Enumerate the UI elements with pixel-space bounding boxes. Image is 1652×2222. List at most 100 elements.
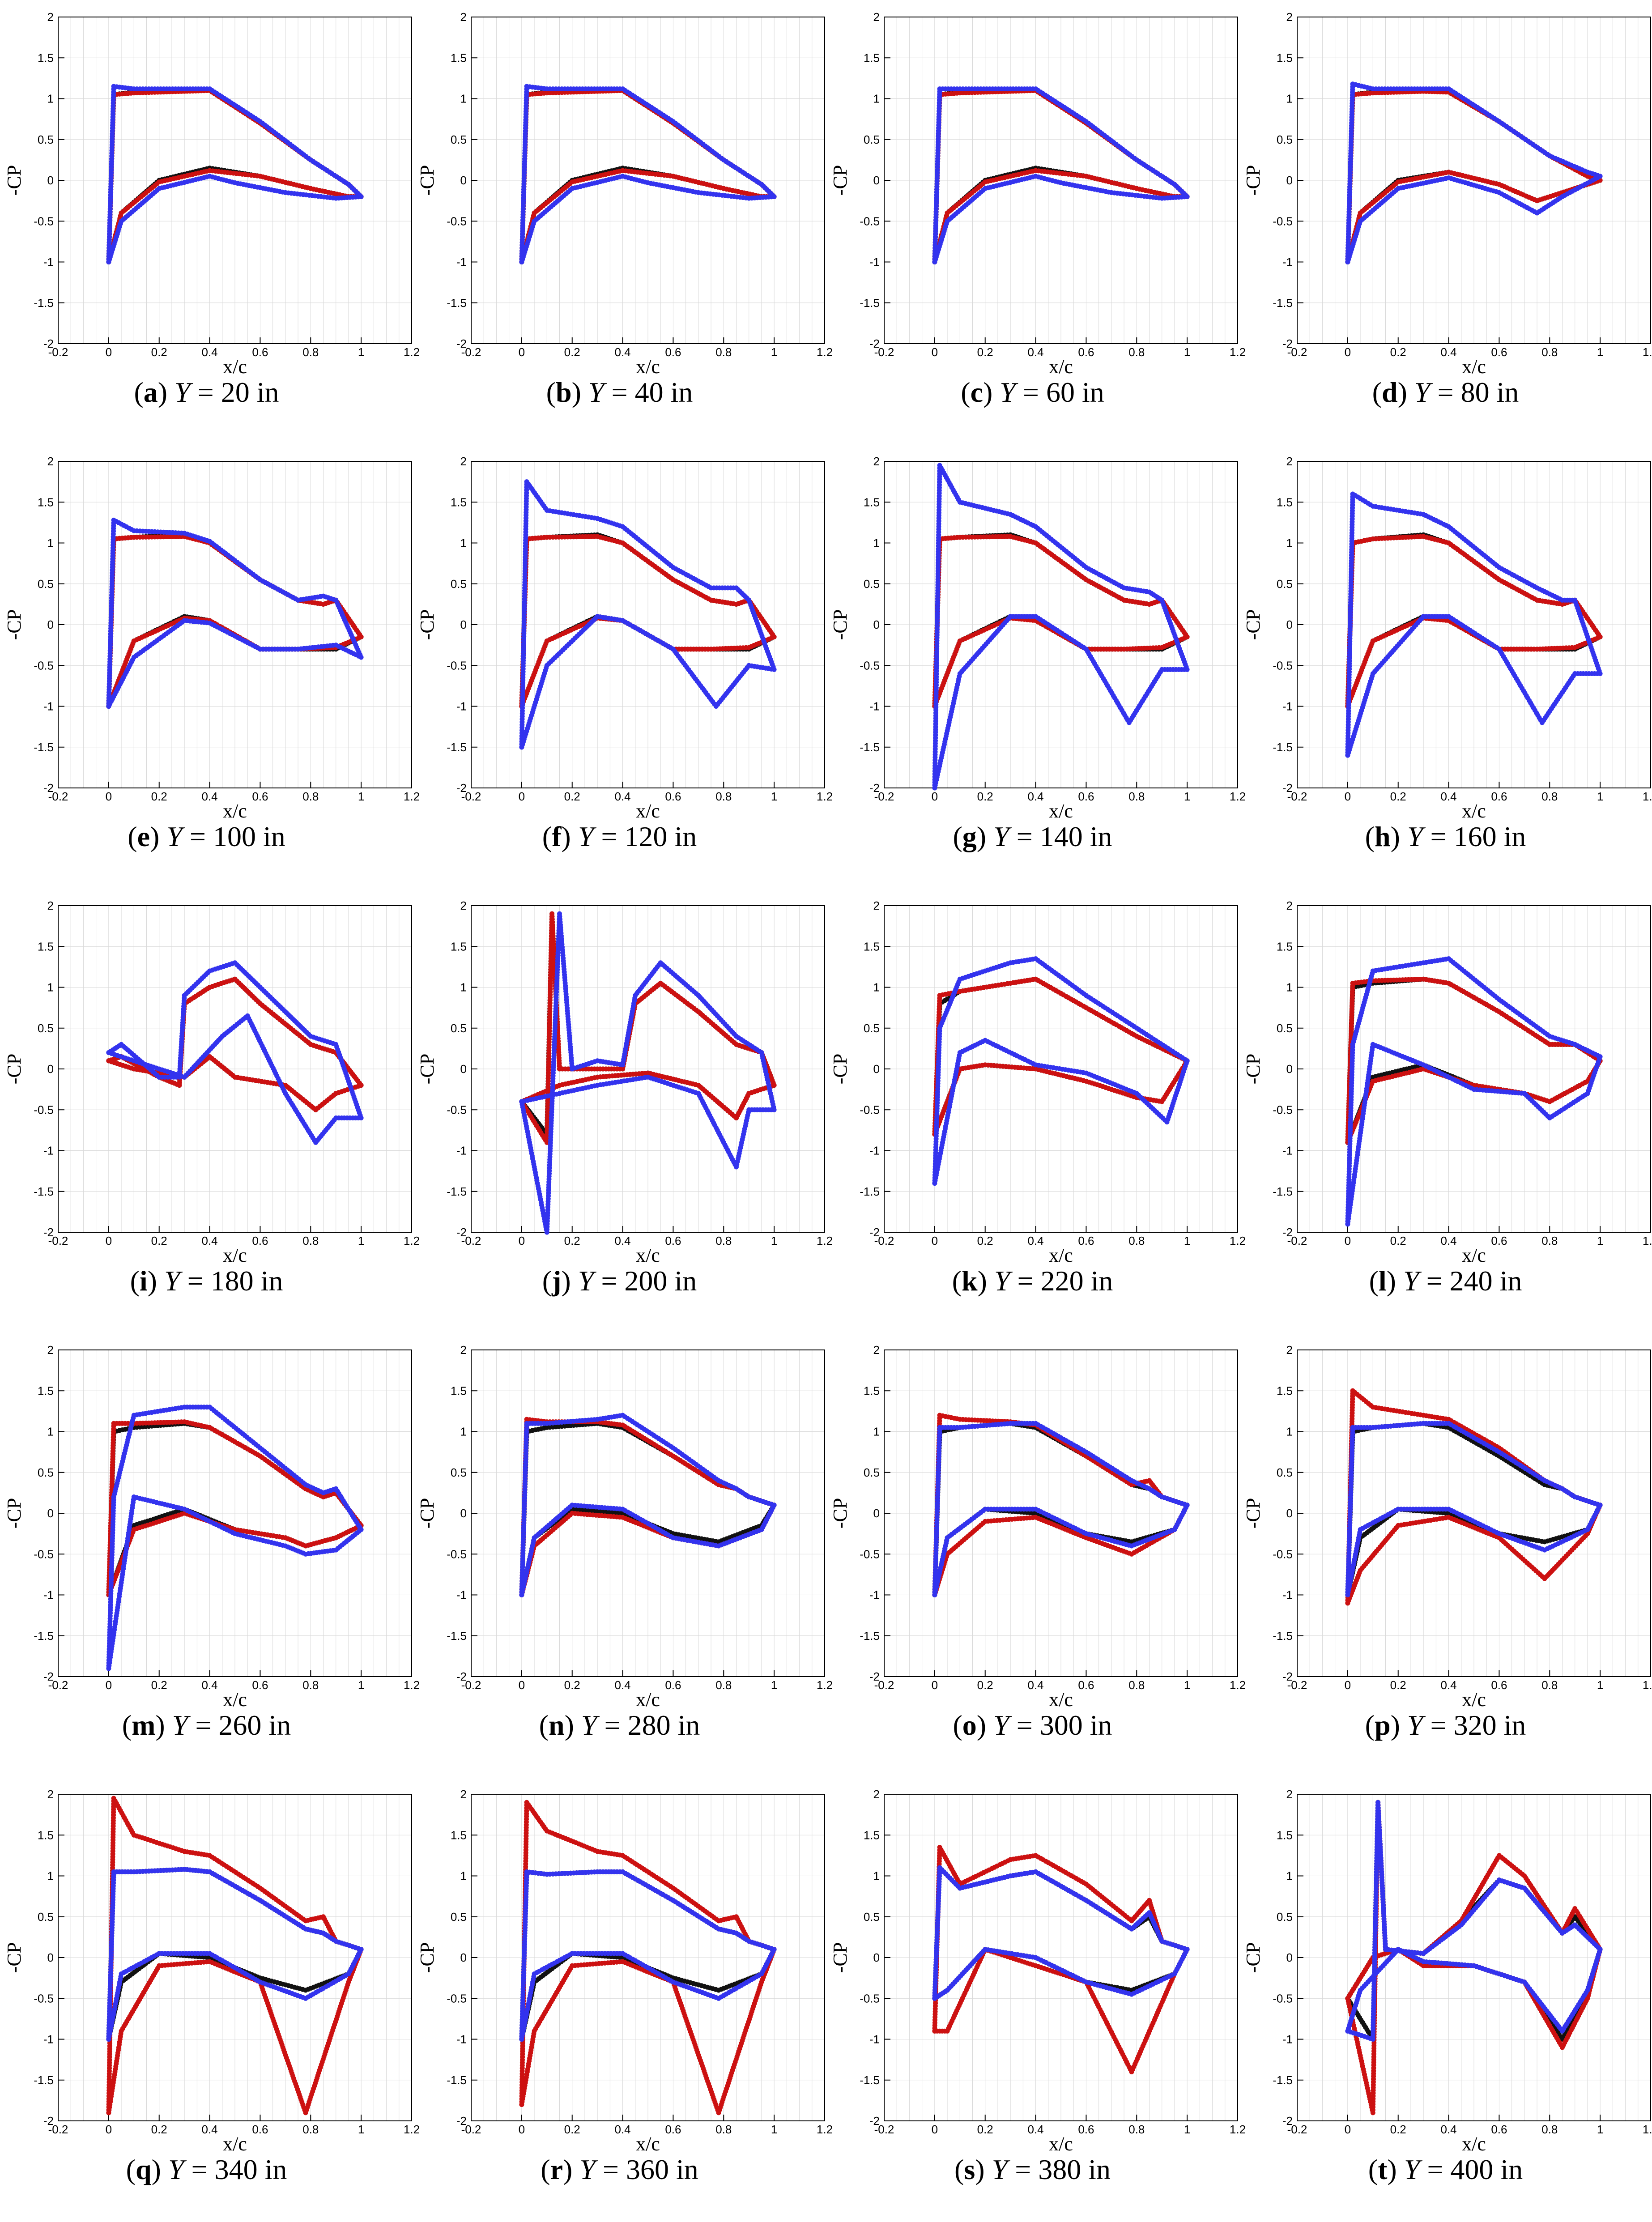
- y-tick-label: 0.5: [451, 577, 467, 591]
- caption-text: = 100 in: [182, 821, 285, 852]
- x-tick-label: 0: [106, 345, 112, 359]
- y-tick-label: -1.5: [34, 296, 54, 310]
- x-axis-label: x/c: [223, 800, 247, 822]
- y-tick-label: 1.5: [864, 51, 880, 64]
- x-tick-label: 0: [106, 790, 112, 803]
- caption-text: = 80 in: [1430, 376, 1519, 408]
- y-tick-label: -2: [456, 781, 467, 795]
- panel-caption: (d) Y = 80 in: [1239, 376, 1652, 409]
- y-axis-label: -CP: [416, 609, 438, 640]
- x-tick-label: 0.2: [151, 345, 167, 359]
- y-axis-label: -CP: [1242, 165, 1264, 196]
- x-tick-label: 0.2: [1390, 345, 1406, 359]
- caption-variable: Y: [588, 376, 605, 408]
- data-point: [106, 260, 111, 264]
- x-axis-label: x/c: [1049, 356, 1073, 378]
- x-tick-label: 0.4: [614, 790, 630, 803]
- y-tick-label: 1.5: [38, 51, 54, 64]
- y-tick-label: 1.5: [1277, 51, 1293, 64]
- x-tick-label: 0.4: [614, 345, 630, 359]
- data-point: [519, 260, 524, 264]
- y-tick-label: 1.5: [451, 495, 467, 509]
- chart-panel-a: -0.2 0 0.2 0.4 0.6 0.8 1 1.2 -2 -1.5 -1 -0.5 0 0.5 1 1.…: [0, 0, 420, 444]
- x-tick-label: 0.2: [564, 790, 580, 803]
- y-tick-label: 0: [460, 618, 467, 631]
- caption-text: = 40 in: [604, 376, 693, 408]
- x-tick-label: 0.4: [201, 345, 217, 359]
- y-tick-label: 2: [47, 455, 54, 468]
- y-tick-label: -2: [43, 781, 54, 795]
- y-tick-label: -0.5: [1273, 214, 1293, 228]
- x-tick-label: 1.2: [817, 790, 833, 803]
- caption-variable: Y: [175, 376, 191, 408]
- x-tick-label: 0.6: [252, 790, 268, 803]
- x-tick-label: 1.2: [1643, 345, 1652, 359]
- y-tick-label: -0.5: [447, 659, 467, 672]
- x-tick-label: 0.8: [302, 790, 319, 803]
- caption-variable: Y: [1000, 376, 1016, 408]
- y-tick-label: -1: [456, 700, 467, 713]
- y-axis-label: -CP: [3, 165, 25, 196]
- x-tick-label: 0.2: [151, 790, 167, 803]
- y-tick-label: -1: [43, 255, 54, 269]
- caption-letter: (d): [1372, 376, 1414, 408]
- x-tick-label: 0.6: [665, 345, 681, 359]
- y-tick-label: 2: [1286, 10, 1293, 24]
- caption-text: = 60 in: [1015, 376, 1104, 408]
- y-tick-label: 1: [460, 92, 467, 106]
- x-tick-label: -0.2: [461, 345, 481, 359]
- y-tick-label: -0.5: [34, 214, 54, 228]
- y-tick-label: -2: [1282, 337, 1293, 350]
- x-tick-label: 1.2: [1230, 345, 1246, 359]
- x-tick-label: 1.2: [817, 345, 833, 359]
- y-tick-label: 0: [1286, 174, 1293, 187]
- x-tick-label: 0.6: [1078, 345, 1094, 359]
- panel-caption: (b) Y = 40 in: [413, 376, 826, 409]
- series-blue: [932, 86, 1190, 264]
- x-tick-label: 1: [1184, 345, 1190, 359]
- x-tick-label: 1.2: [404, 790, 420, 803]
- y-tick-label: 1: [47, 536, 54, 550]
- chart-panel-d: -0.200.20.40.60.811.2-2-1.5-1-0.500.511.…: [1239, 0, 1652, 444]
- x-tick-label: 1: [771, 345, 777, 359]
- x-axis-label: x/c: [1462, 356, 1486, 378]
- y-tick-label: 0: [873, 174, 880, 187]
- x-tick-label: 0.8: [302, 345, 319, 359]
- x-tick-label: 0.6: [252, 345, 268, 359]
- x-tick-label: 0: [932, 345, 938, 359]
- x-tick-label: 0.8: [715, 790, 732, 803]
- y-tick-label: 0.5: [451, 133, 467, 146]
- series-blue: [106, 84, 364, 264]
- panel-caption: (c) Y = 60 in: [826, 376, 1239, 409]
- y-tick-label: -1.5: [447, 741, 467, 754]
- y-tick-label: -2: [869, 337, 880, 350]
- y-tick-label: 2: [460, 10, 467, 24]
- y-tick-label: -2: [456, 337, 467, 350]
- x-tick-label: -0.2: [461, 790, 481, 803]
- x-tick-label: 1: [1597, 345, 1603, 359]
- y-tick-label: 1: [873, 92, 880, 106]
- y-tick-label: -0.5: [447, 214, 467, 228]
- y-tick-label: -1.5: [34, 741, 54, 754]
- y-tick-label: 2: [873, 10, 880, 24]
- caption-variable: Y: [1414, 376, 1431, 408]
- x-tick-label: 0: [519, 345, 525, 359]
- y-tick-label: 0: [47, 618, 54, 631]
- series-blue: [1345, 81, 1603, 264]
- chart-panel-e: -0.2 0 0.2 0.4 0.6 0.8 1 1.2 -2 -1.5 -1 -0.5 0 0.5 1 1.…: [0, 444, 420, 889]
- y-tick-label: -1: [1282, 255, 1293, 269]
- x-tick-label: 0.8: [1541, 345, 1558, 359]
- y-tick-label: -0.5: [860, 214, 880, 228]
- y-axis-label: -CP: [3, 609, 25, 640]
- caption-variable: Y: [166, 821, 183, 852]
- y-tick-label: -1: [869, 255, 880, 269]
- caption-letter: (a): [134, 376, 175, 408]
- caption-letter: (c): [961, 376, 1000, 408]
- x-tick-label: 0.2: [977, 345, 993, 359]
- x-tick-label: 0: [1345, 345, 1351, 359]
- x-tick-label: 0.8: [715, 345, 732, 359]
- y-tick-label: -2: [43, 337, 54, 350]
